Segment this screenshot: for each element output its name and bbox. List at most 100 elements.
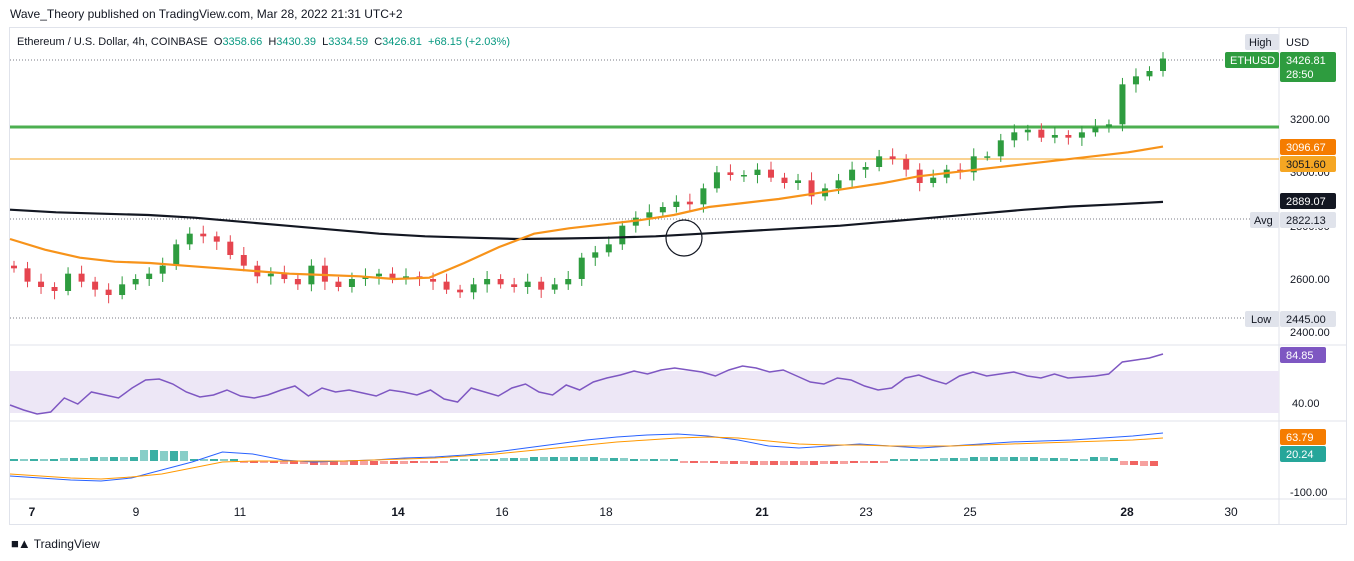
candle-body (132, 279, 139, 285)
price-tick-label: 2600.00 (1290, 274, 1330, 286)
rsi-band (10, 371, 1279, 413)
candle-body (673, 201, 680, 207)
candle-body (808, 180, 815, 197)
candle-body (997, 140, 1004, 157)
high-tag-label: High (1249, 37, 1272, 49)
macd-histogram-bar (950, 458, 958, 461)
ma-200-line (9, 200, 1164, 241)
macd-histogram-bar (700, 461, 708, 463)
candle-body (92, 281, 99, 290)
macd-histogram-bar (510, 458, 518, 461)
symbol-tag-label: ETHUSD (1230, 55, 1275, 67)
avg-value-tag: 2822.13 (1286, 215, 1326, 227)
macd-histogram-bar (1070, 459, 1078, 461)
macd-histogram-bar (360, 461, 368, 465)
macd-histogram-bar (730, 461, 738, 464)
change-value: +68.15 (+2.03%) (428, 36, 510, 48)
rsi-tag-label: 84.85 (1286, 350, 1314, 362)
macd-histogram-bar (810, 461, 818, 465)
macd-histogram-bar (420, 461, 428, 463)
macd-histogram-bar (190, 459, 198, 461)
symbol-tag-bg (1225, 52, 1279, 68)
macd-histogram-bar (780, 461, 788, 465)
macd-histogram-bar (180, 451, 188, 461)
macd-histogram-bar (430, 461, 438, 463)
candle-body (862, 167, 869, 170)
candle-body (24, 268, 31, 282)
macd-histogram-bar (650, 459, 658, 461)
macd-tick-label: -100.00 (1290, 487, 1327, 499)
macd-histogram-bar (520, 458, 528, 461)
macd-histogram-bar (830, 461, 838, 464)
ma-50-line (9, 145, 1164, 281)
candle-body (903, 159, 910, 170)
macd-histogram-bar (110, 457, 118, 461)
candle-body (375, 273, 382, 277)
macd-histogram-bar (1050, 458, 1058, 461)
macd-histogram-bar (230, 459, 238, 461)
candle-body (470, 284, 477, 293)
macd-histogram-bar (680, 461, 688, 463)
macd-histogram-bar (580, 457, 588, 461)
candle-body (565, 279, 572, 285)
tradingview-logo[interactable]: ■▲ TradingView (11, 536, 100, 551)
macd-histogram-bar (760, 461, 768, 465)
candle-body (159, 265, 166, 274)
macd-histogram-bar (670, 459, 678, 461)
macd-histogram-bar (220, 459, 228, 461)
macd-histogram-bar (1150, 461, 1158, 466)
macd-histogram-bar (250, 461, 258, 463)
macd-histogram-bar (470, 459, 478, 461)
macd-histogram-bar (120, 457, 128, 461)
candle-body (105, 289, 112, 295)
macd-histogram-bar (540, 457, 548, 461)
candle-body (619, 225, 626, 245)
macd-histogram-bar (480, 459, 488, 461)
macd-histogram-bar (290, 461, 298, 464)
candle-body (727, 172, 734, 175)
macd-histogram-bar (660, 459, 668, 461)
macd-histogram-bar (920, 459, 928, 461)
macd-histogram-bar (460, 459, 468, 461)
low-tag-bg (1245, 311, 1279, 327)
candle-body (659, 207, 666, 213)
macd-histogram-bar (740, 461, 748, 464)
hist-tag-bg (1280, 446, 1326, 462)
time-tick-label: 14 (391, 505, 405, 519)
candle-body (484, 279, 491, 285)
macd-histogram-bar (1040, 458, 1048, 461)
macd-histogram-bar (1100, 457, 1108, 461)
symbol-title: Ethereum / U.S. Dollar, 4h, COINBASE (17, 36, 208, 48)
macd-histogram-bar (1120, 461, 1128, 465)
macd-histogram-bar (570, 457, 578, 461)
macd-histogram-bar (620, 458, 628, 461)
signal-line (9, 436, 1164, 480)
close-label: C (374, 36, 383, 48)
candle-body (213, 236, 220, 242)
candle-body (646, 212, 653, 218)
macd-histogram-bar (600, 458, 608, 461)
candle-body (1011, 132, 1018, 141)
macd-histogram-bar (160, 451, 168, 461)
macd-histogram-bar (800, 461, 808, 465)
macd-histogram-bar (990, 457, 998, 461)
rsi-tag-bg (1280, 347, 1326, 363)
macd-histogram-bar (1110, 458, 1118, 461)
candle-body (200, 233, 207, 237)
candle-body (849, 169, 856, 181)
macd-histogram-bar (500, 458, 508, 461)
time-tick-label: 18 (599, 505, 613, 519)
high-tag-bg (1245, 34, 1279, 50)
macd-histogram-bar (440, 461, 448, 463)
ma-black-tag-bg (1280, 193, 1336, 209)
high-value: 3430.39 (276, 36, 317, 48)
avg-tag-bg (1250, 212, 1279, 228)
time-tick-label: 30 (1224, 505, 1238, 519)
candle-body (348, 279, 355, 287)
macd-histogram-bar (1020, 457, 1028, 461)
candle-body (754, 169, 761, 175)
open-value: 3358.66 (222, 36, 263, 48)
symbol-legend: Ethereum / U.S. Dollar, 4h, COINBASE O33… (17, 36, 510, 48)
macd-histogram-bar (790, 461, 798, 465)
